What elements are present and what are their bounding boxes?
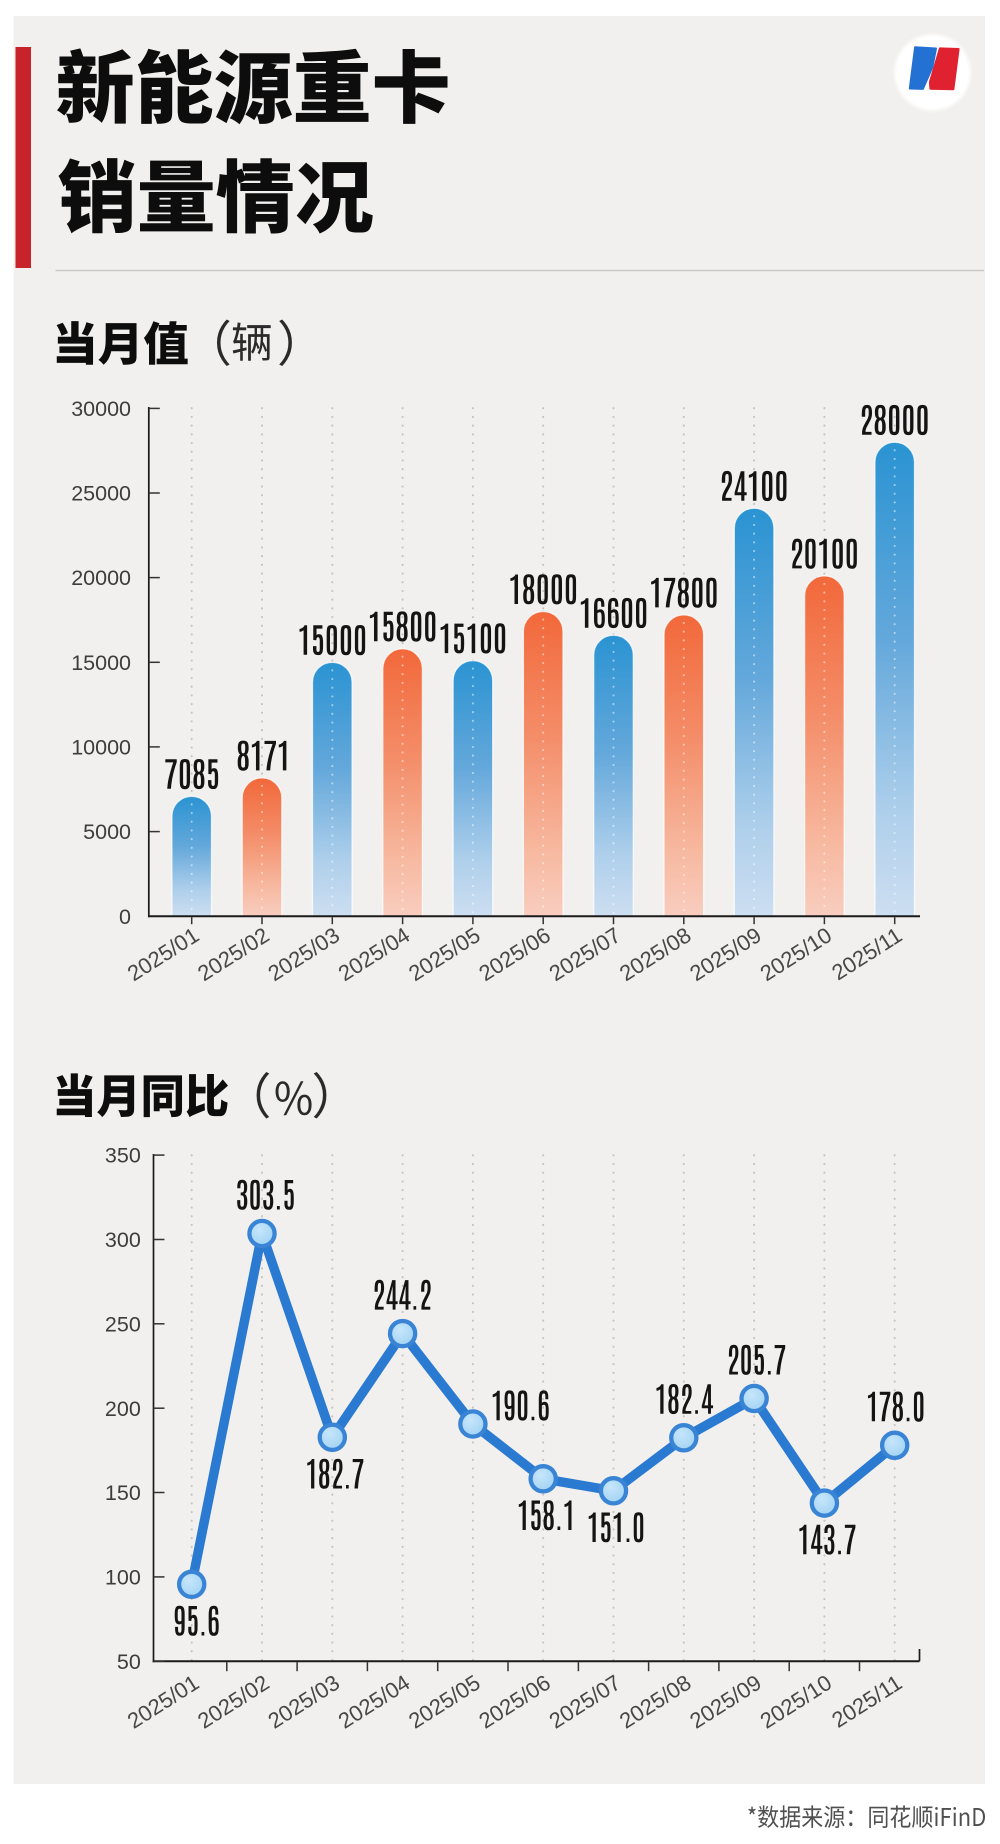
svg-text:20000: 20000 <box>71 566 131 590</box>
svg-text:25000: 25000 <box>71 482 131 506</box>
svg-text:250: 250 <box>105 1312 141 1336</box>
svg-text:30000: 30000 <box>71 397 131 421</box>
svg-text:15000: 15000 <box>71 651 131 675</box>
svg-text:5000: 5000 <box>83 820 131 844</box>
svg-text:200: 200 <box>105 1397 141 1421</box>
svg-text:10000: 10000 <box>71 736 131 760</box>
svg-text:100: 100 <box>105 1566 141 1590</box>
svg-text:300: 300 <box>105 1228 141 1252</box>
svg-text:350: 350 <box>105 1144 141 1168</box>
svg-text:0: 0 <box>119 905 131 929</box>
svg-text:50: 50 <box>117 1650 141 1674</box>
svg-text:150: 150 <box>105 1481 141 1505</box>
